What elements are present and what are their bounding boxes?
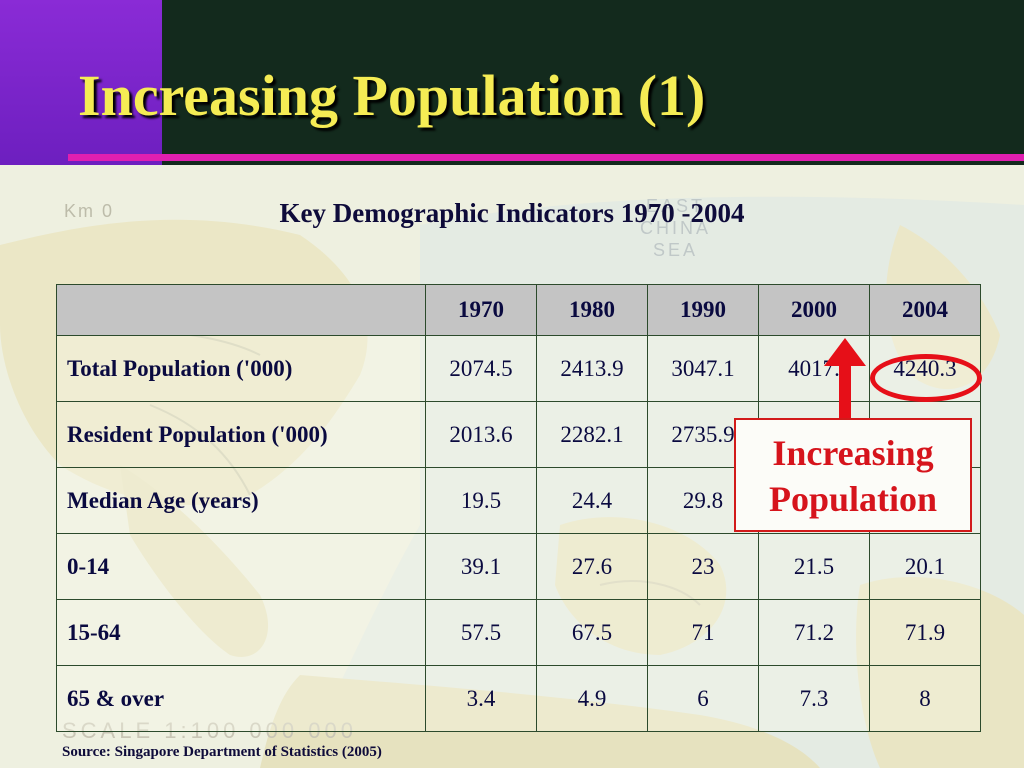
- table-cell: 21.5: [758, 533, 870, 600]
- table-cell: 71.9: [869, 599, 981, 666]
- table-cell: 4.9: [536, 665, 648, 732]
- map-scale-label: Km 0: [64, 201, 115, 221]
- slide-title: Increasing Population (1): [78, 63, 706, 128]
- header-divider: [68, 154, 1024, 161]
- map-sea-label-line: CHINA: [640, 218, 712, 238]
- slide-header: Increasing Population (1): [0, 0, 1024, 165]
- table-caption: Key Demographic Indicators 1970 -2004: [279, 198, 745, 228]
- table-cell: 39.1: [425, 533, 537, 600]
- column-header: 1980: [536, 284, 648, 336]
- column-header: 1990: [647, 284, 759, 336]
- table-cell: 8: [869, 665, 981, 732]
- table-cell: 2413.9: [536, 335, 648, 402]
- highlight-ellipse: [870, 354, 982, 402]
- header-accent-block: [0, 0, 162, 165]
- table-cell: 6: [647, 665, 759, 732]
- table-header-row: 1970 1980 1990 2000 2004: [56, 284, 981, 336]
- up-arrow-icon: [839, 362, 851, 420]
- table-cell: 3047.1: [647, 335, 759, 402]
- map-sea-label-line: SEA: [652, 240, 699, 260]
- table-cell: 2282.1: [536, 401, 648, 468]
- callout-line: Population: [768, 479, 938, 519]
- column-header: 2000: [758, 284, 870, 336]
- column-header: 1970: [425, 284, 537, 336]
- table-cell: 24.4: [536, 467, 648, 534]
- row-label: Resident Population ('000): [56, 401, 426, 468]
- map-sea-label-line: EAST: [646, 196, 706, 216]
- source-note: Source: Singapore Department of Statisti…: [62, 744, 382, 760]
- row-label: Total Population ('000): [56, 335, 426, 402]
- map-sea-label: EAST CHINA SEA: [640, 195, 711, 261]
- table-cell: 67.5: [536, 599, 648, 666]
- table-cell: 57.5: [425, 599, 537, 666]
- table-cell: 71: [647, 599, 759, 666]
- table-cell: 3.4: [425, 665, 537, 732]
- callout-box: Increasing Population: [734, 418, 972, 532]
- row-label: Median Age (years): [56, 467, 426, 534]
- callout-line: Increasing: [772, 433, 934, 473]
- table-cell: 71.2: [758, 599, 870, 666]
- table-cell: 19.5: [425, 467, 537, 534]
- table-cell: 23: [647, 533, 759, 600]
- row-label: 0-14: [56, 533, 426, 600]
- table-cell: 2013.6: [425, 401, 537, 468]
- table-cell: 2074.5: [425, 335, 537, 402]
- row-label: 15-64: [56, 599, 426, 666]
- table-cell: 7.3: [758, 665, 870, 732]
- table-row: 65 & over 3.4 4.9 6 7.3 8: [56, 665, 981, 732]
- table-row: 0-14 39.1 27.6 23 21.5 20.1: [56, 533, 981, 600]
- column-header: 2004: [869, 284, 981, 336]
- table-row: 15-64 57.5 67.5 71 71.2 71.9: [56, 599, 981, 666]
- table-cell: 20.1: [869, 533, 981, 600]
- table-corner-cell: [56, 284, 426, 336]
- row-label: 65 & over: [56, 665, 426, 732]
- table-cell: 27.6: [536, 533, 648, 600]
- arrow-head-icon: [824, 338, 866, 366]
- table-row: Resident Population ('000) 2013.6 2282.1…: [56, 401, 981, 468]
